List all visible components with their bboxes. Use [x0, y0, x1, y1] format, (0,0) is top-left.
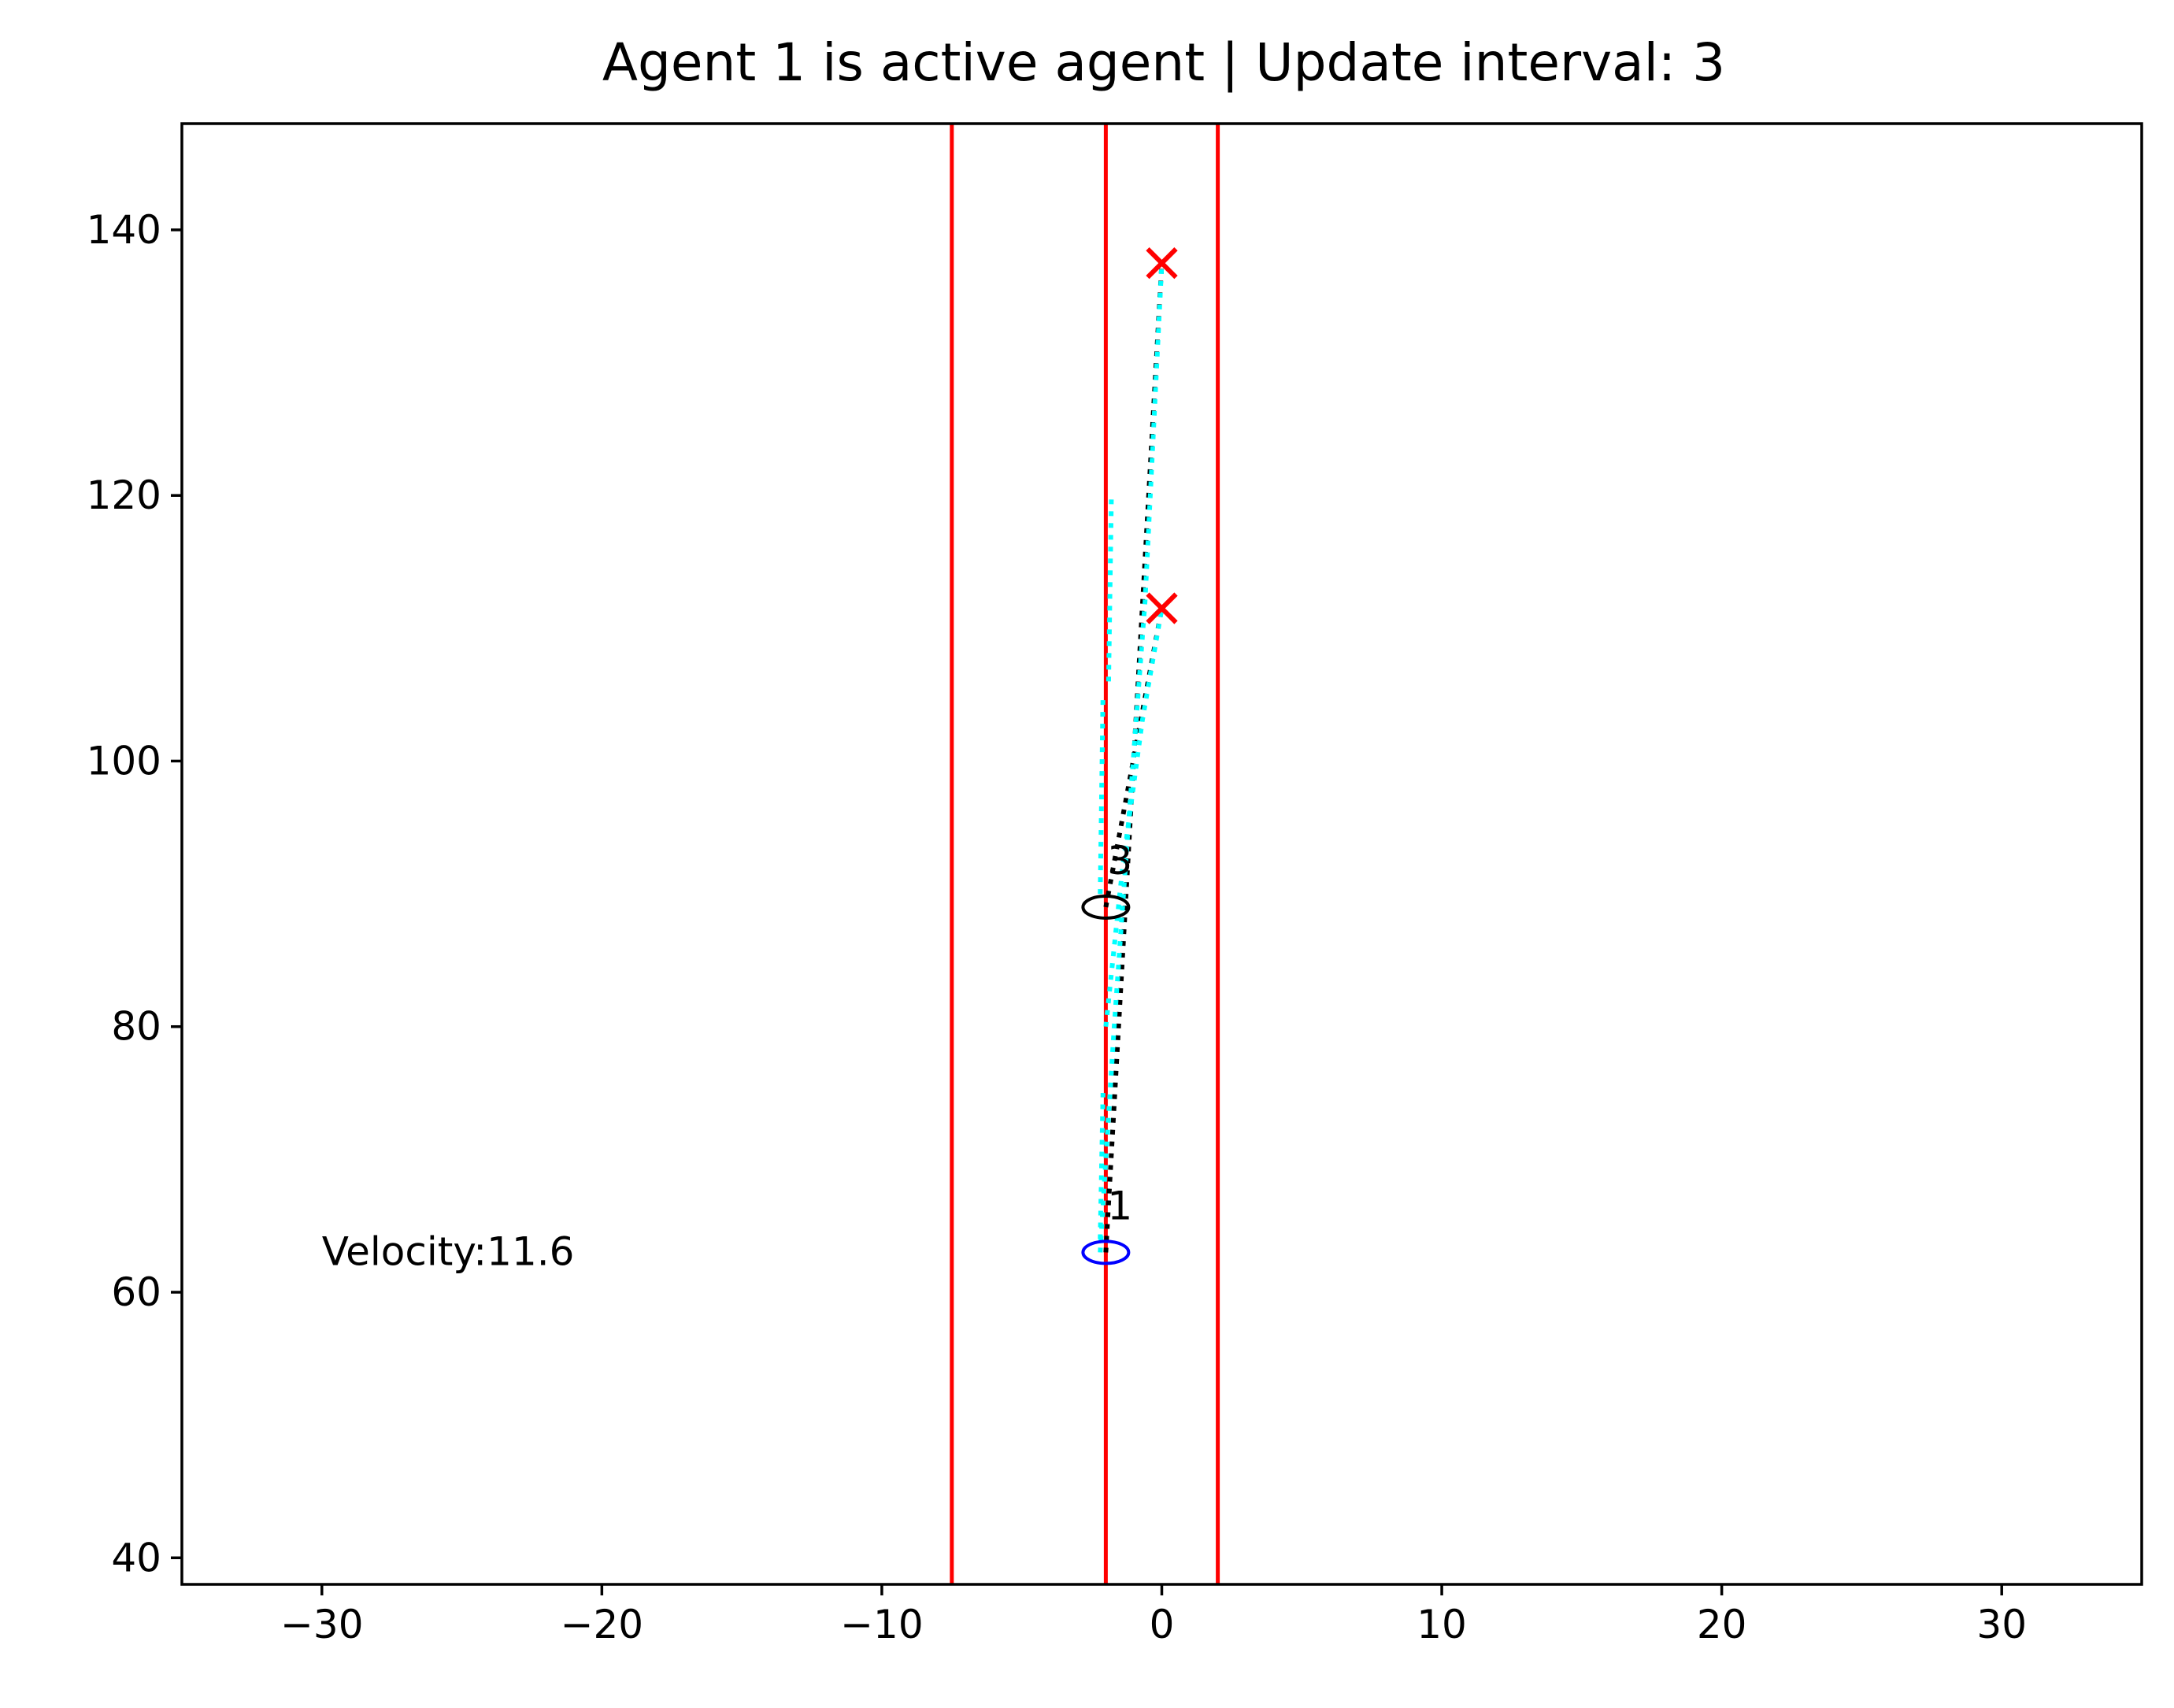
goal-marker-stroke-b	[1146, 246, 1178, 280]
plot-area: 1 3 Velocity:11.6	[322, 124, 1220, 1584]
agent-ellipse-1	[1081, 1239, 1131, 1265]
x-tick-label-6: 30	[1976, 1602, 2027, 1647]
agent-label-1: 1	[1107, 1183, 1132, 1228]
goal-marker-0	[1146, 246, 1178, 280]
y-tick-label-5: 140	[87, 207, 161, 253]
y-tick-label-3: 100	[87, 738, 161, 784]
y-tick-label-4: 120	[87, 472, 161, 518]
x-tick-label-1: −20	[561, 1602, 644, 1647]
x-tick-label-5: 20	[1697, 1602, 1747, 1647]
path-line-3	[1103, 608, 1165, 1028]
x-tick-label-4: 10	[1417, 1602, 1467, 1647]
y-tick-label-0: 40	[111, 1535, 161, 1580]
x-tick-label-3: 0	[1150, 1602, 1175, 1647]
agent-label-3: 3	[1107, 838, 1132, 884]
goal-marker-1	[1146, 592, 1178, 624]
path-line-1	[1103, 607, 1165, 908]
path-line-4	[1098, 1092, 1106, 1239]
x-tick-label-0: −30	[280, 1602, 364, 1647]
y-tick-label-2: 80	[111, 1004, 161, 1050]
path-line-2	[1098, 262, 1165, 1253]
path-line-6	[1106, 495, 1114, 682]
chart-title: Agent 1 is active agent | Update interva…	[602, 32, 1725, 93]
agent-ellipse-3	[1081, 894, 1131, 920]
velocity-annotation: Velocity:11.6	[322, 1228, 575, 1274]
x-tick-label-2: −10	[840, 1602, 924, 1647]
plot-content: 1 3 Velocity:11.6	[322, 124, 1220, 1584]
path-line-5	[1098, 695, 1106, 895]
axes-frame	[180, 122, 2143, 1586]
goal-marker-stroke-b	[1146, 592, 1178, 624]
y-tick-label-1: 60	[111, 1269, 161, 1315]
axes: −30 −20 −10 0 10 20 30 40 60 80 100 120 140	[87, 122, 2143, 1647]
